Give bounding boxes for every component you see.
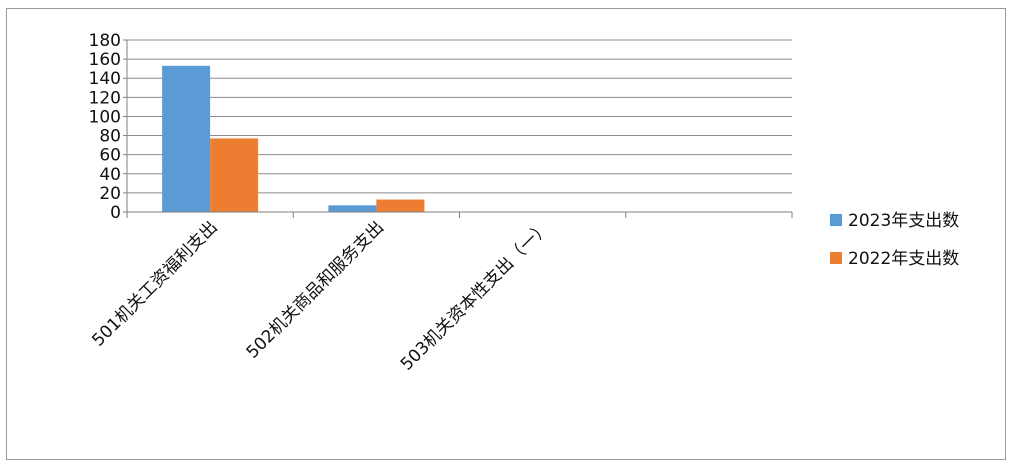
bar <box>376 199 425 212</box>
y-tick-label: 0 <box>110 203 121 223</box>
legend-label: 2023年支出数 <box>848 211 959 231</box>
bar <box>162 65 211 212</box>
y-tick-label: 100 <box>89 107 121 127</box>
legend-swatch <box>830 252 842 264</box>
axes <box>123 39 793 218</box>
legend-swatch <box>830 214 842 226</box>
x-category-label: 503机关资本性支出（一） <box>397 217 554 374</box>
bar <box>210 138 259 212</box>
legend-label: 2022年支出数 <box>848 249 959 269</box>
y-tick-label: 160 <box>89 50 121 70</box>
bars <box>162 65 425 212</box>
x-category-label: 502机关商品和服务支出 <box>243 217 388 362</box>
y-tick-label: 40 <box>99 165 121 185</box>
bar <box>328 205 377 212</box>
y-tick-label: 140 <box>89 69 121 89</box>
y-tick-label: 120 <box>89 88 121 108</box>
y-tick-label: 60 <box>99 146 121 166</box>
x-category-labels: 501机关工资福利支出 502机关商品和服务支出 503机关资本性支出（一） <box>88 217 554 374</box>
legend: 2023年支出数 2022年支出数 <box>830 211 959 269</box>
y-tick-label: 20 <box>99 184 121 204</box>
y-tick-label: 80 <box>99 127 121 147</box>
x-category-label: 501机关工资福利支出 <box>88 217 221 350</box>
y-tick-label: 180 <box>89 31 121 51</box>
